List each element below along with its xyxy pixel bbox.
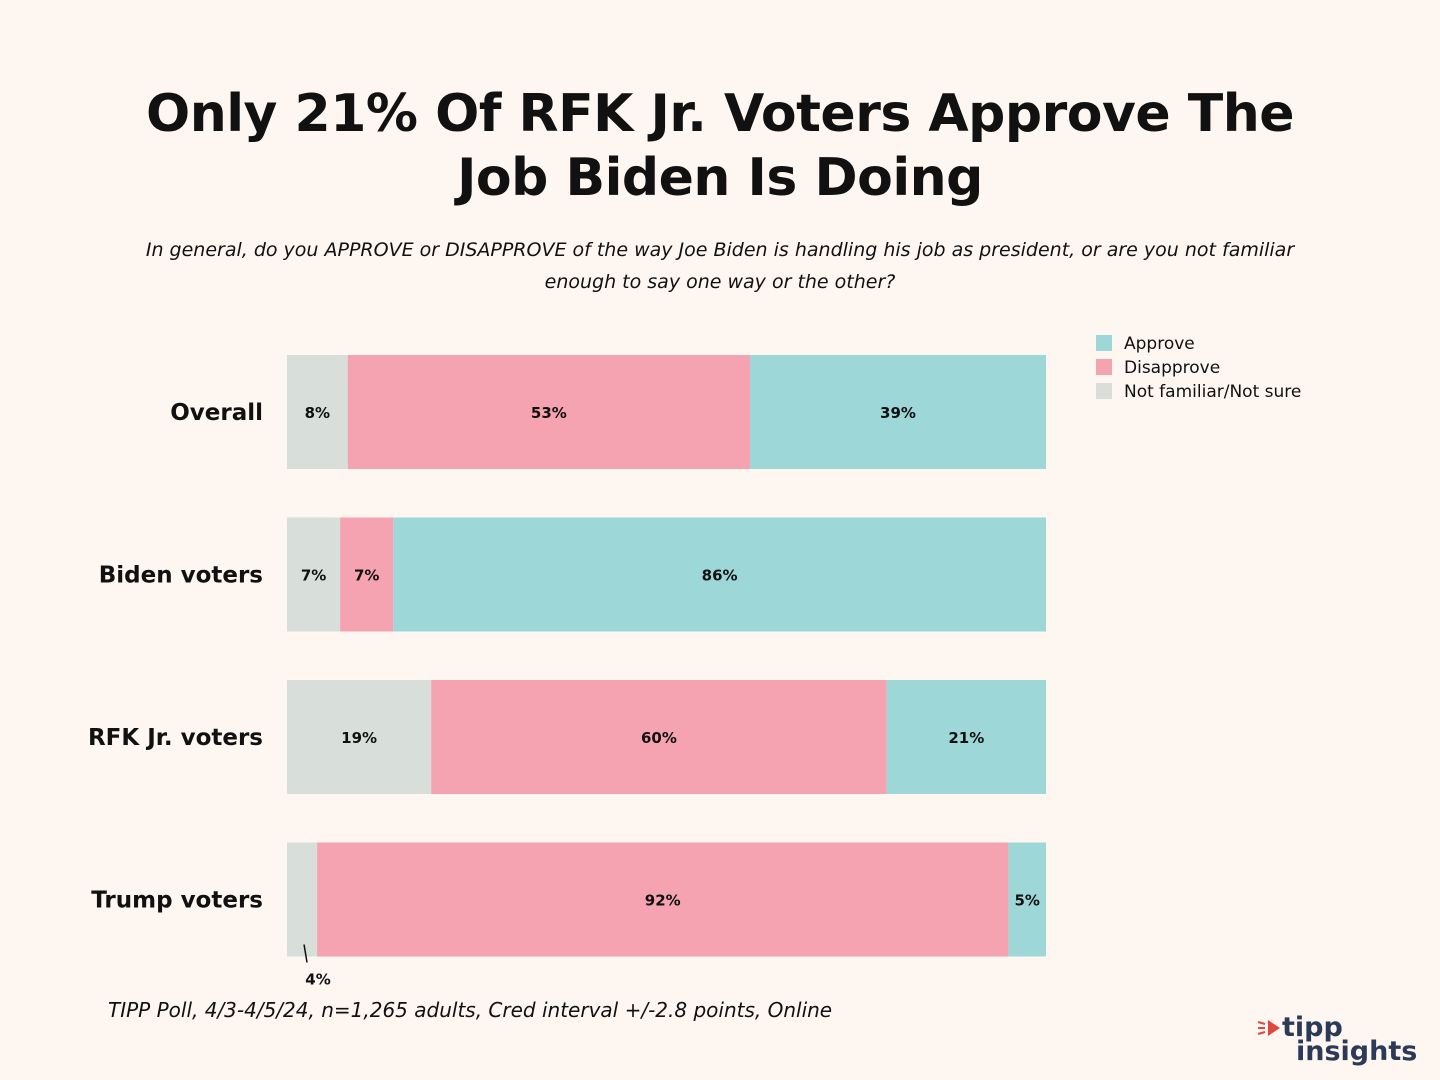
category-label-overall: Overall xyxy=(170,400,263,426)
bar-trump-voters-not-familiar-not-sure xyxy=(287,842,318,957)
bar-value-biden-voters-not-familiar-not-sure: 7% xyxy=(301,567,326,585)
bar-rfk-jr-voters-approve xyxy=(886,680,1046,794)
bar-value-trump-voters-not-familiar-not-sure: 4% xyxy=(305,971,330,989)
bar-value-overall-not-familiar-not-sure: 8% xyxy=(305,404,330,422)
tipp-insights-logo: tipp insights xyxy=(1256,1012,1418,1070)
logo-arrow-icon xyxy=(1257,1020,1280,1036)
bar-trump-voters-approve xyxy=(1008,842,1046,957)
bar-value-biden-voters-approve: 86% xyxy=(702,567,738,585)
bar-biden-voters-not-familiar-not-sure xyxy=(287,517,341,632)
bar-value-trump-voters-approve: 5% xyxy=(1014,892,1039,910)
source-note: TIPP Poll, 4/3-4/5/24, n=1,265 adults, C… xyxy=(108,998,833,1022)
bar-value-biden-voters-disapprove: 7% xyxy=(354,567,379,585)
category-label-rfk-jr-voters: RFK Jr. voters xyxy=(88,725,263,751)
bar-rfk-jr-voters-disapprove xyxy=(431,680,887,794)
logo-word-insights: insights xyxy=(1296,1036,1418,1067)
bar-value-rfk-jr-voters-disapprove: 60% xyxy=(641,729,677,747)
chart-subtitle: In general, do you APPROVE or DISAPPROVE… xyxy=(145,239,1295,293)
stacked-bar-chart: Overall 8% 53% 39% Biden voters 7% 7% 86% RFK Jr… xyxy=(88,334,1301,989)
bar-trump-voters-disapprove xyxy=(317,842,1009,957)
category-label-biden-voters: Biden voters xyxy=(99,563,263,589)
bar-value-rfk-jr-voters-approve: 21% xyxy=(948,729,984,747)
bar-overall-not-familiar-not-sure xyxy=(287,355,348,469)
bar-value-rfk-jr-voters-not-familiar-not-sure: 19% xyxy=(341,729,377,747)
chart-title: Only 21% Of RFK Jr. Voters Approve The J… xyxy=(146,84,1294,208)
leader-line-trump-voters-not-familiar-not-sure xyxy=(303,944,308,963)
bar-value-overall-approve: 39% xyxy=(880,404,916,422)
legend-swatch-not-familiar-not-sure xyxy=(1096,383,1112,399)
legend-label-approve: Approve xyxy=(1124,334,1195,354)
bar-biden-voters-disapprove xyxy=(340,517,394,632)
legend-label-not-familiar-not-sure: Not familiar/Not sure xyxy=(1124,382,1301,402)
logo-word-tipp: tipp xyxy=(1282,1012,1343,1043)
legend-swatch-approve xyxy=(1096,335,1112,351)
bar-biden-voters-approve xyxy=(393,517,1046,632)
bar-rfk-jr-voters-not-familiar-not-sure xyxy=(287,680,432,794)
bar-overall-approve xyxy=(749,355,1046,469)
legend-label-disapprove: Disapprove xyxy=(1124,358,1220,378)
bar-value-overall-disapprove: 53% xyxy=(531,404,567,422)
bar-value-trump-voters-disapprove: 92% xyxy=(645,892,681,910)
category-label-trump-voters: Trump voters xyxy=(91,888,263,914)
bar-overall-disapprove xyxy=(347,355,750,469)
legend-swatch-disapprove xyxy=(1096,359,1112,375)
